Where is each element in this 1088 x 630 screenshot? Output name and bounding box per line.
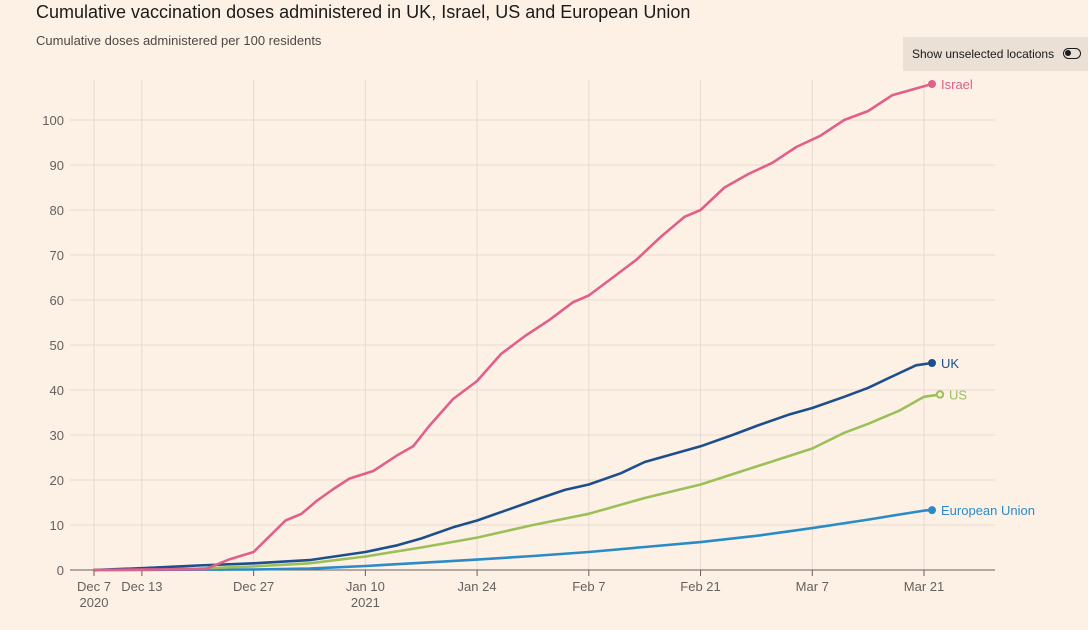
x-tick-label: Dec 7	[77, 579, 111, 594]
chart-subtitle: Cumulative doses administered per 100 re…	[36, 33, 322, 48]
series-end-marker-uk	[928, 359, 936, 367]
y-tick-label: 90	[50, 158, 64, 173]
series-end-marker-us	[935, 390, 945, 399]
x-tick-label: 2020	[80, 595, 109, 610]
chart-title: Cumulative vaccination doses administere…	[36, 2, 691, 22]
series-line-eu	[92, 508, 934, 572]
x-tick-label: Dec 13	[121, 579, 162, 594]
series-label-us: US	[949, 388, 967, 403]
y-tick-label: 30	[50, 428, 64, 443]
show-unselected-locations-toggle[interactable]: Show unselected locations	[903, 37, 1088, 71]
series-line-israel	[92, 82, 934, 572]
x-tick-label: 2021	[351, 595, 380, 610]
series-end-marker-israel	[928, 80, 936, 88]
series-label-israel: Israel	[941, 77, 973, 92]
series-line-uk	[92, 361, 934, 572]
toggle-knob	[1065, 50, 1071, 56]
x-tick-label: Mar 21	[904, 579, 944, 594]
toggle-label: Show unselected locations	[912, 47, 1055, 61]
y-tick-label: 100	[42, 113, 64, 128]
y-tick-label: 40	[50, 383, 64, 398]
y-tick-label: 50	[50, 338, 64, 353]
x-tick-label: Jan 10	[346, 579, 385, 594]
series-line-us	[92, 393, 942, 572]
x-tick-label: Feb 7	[572, 579, 605, 594]
y-tick-label: 10	[50, 518, 64, 533]
toggle-switch-icon[interactable]	[1063, 48, 1081, 59]
x-tick-label: Dec 27	[233, 579, 274, 594]
x-tick-label: Mar 7	[796, 579, 829, 594]
y-tick-label: 70	[50, 248, 64, 263]
series-label-eu: European Union	[941, 503, 1035, 518]
series-label-uk: UK	[941, 356, 959, 371]
y-tick-label: 0	[57, 563, 64, 578]
series-end-marker-eu	[928, 506, 936, 515]
y-tick-label: 20	[50, 473, 64, 488]
x-tick-label: Feb 21	[680, 579, 720, 594]
y-tick-label: 80	[50, 203, 64, 218]
y-tick-label: 60	[50, 293, 64, 308]
x-tick-label: Jan 24	[458, 579, 497, 594]
